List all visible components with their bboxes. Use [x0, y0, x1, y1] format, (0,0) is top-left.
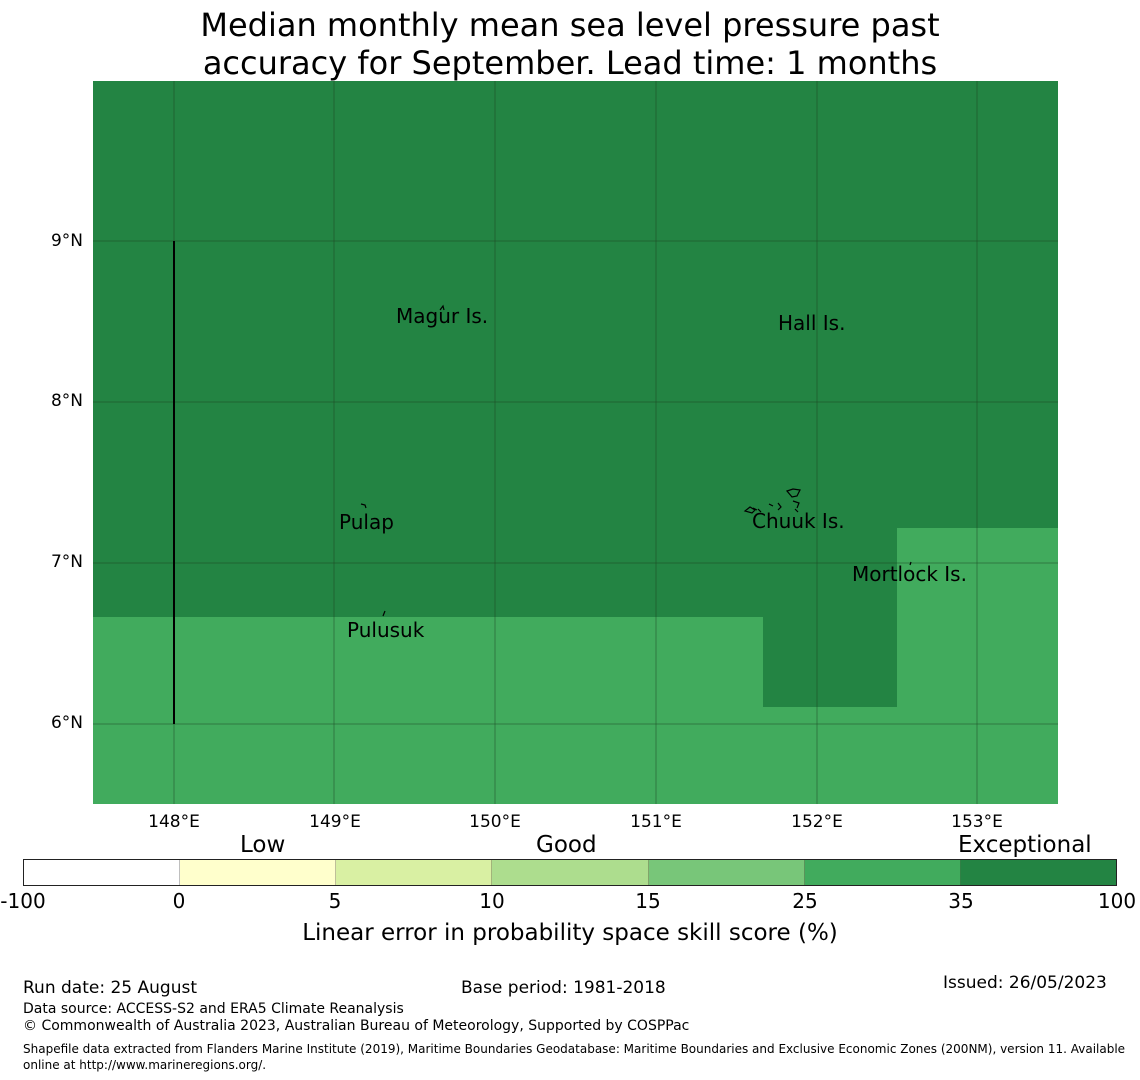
island-chuuk — [743, 488, 801, 514]
base-period: Base period: 1981-2018 — [461, 978, 666, 998]
colorbar-segment — [960, 860, 1116, 885]
colorbar-segment — [180, 860, 337, 885]
legend-category-good: Good — [536, 832, 597, 858]
legend-category-exceptional: Exceptional — [958, 832, 1092, 858]
region-high-east — [897, 528, 1058, 804]
legend-category-low: Low — [240, 832, 286, 858]
data-source: Data source: ACCESS-S2 and ERA5 Climate … — [23, 1001, 404, 1017]
lon-label-152e: 152°E — [791, 812, 843, 832]
title-line-2: accuracy for September. Lead time: 1 mon… — [202, 44, 938, 82]
colorbar-segment — [336, 860, 493, 885]
colorbar-tick: 100 — [1097, 889, 1137, 913]
colorbar — [23, 859, 1117, 886]
lon-label-150e: 150°E — [469, 812, 521, 832]
copyright: © Commonwealth of Australia 2023, Austra… — [23, 1018, 690, 1034]
lat-label-7n: 7°N — [50, 552, 83, 572]
place-label-magur: Magur Is. — [396, 304, 489, 328]
colorbar-tick: 5 — [328, 889, 342, 913]
island-magur — [439, 304, 445, 311]
map-area[interactable] — [93, 81, 1058, 804]
graticule — [93, 81, 1058, 804]
colorbar-tick: 0 — [172, 889, 186, 913]
colorbar-segment — [492, 860, 649, 885]
lon-label-149e: 149°E — [309, 812, 361, 832]
issued-date: Issued: 26/05/2023 — [943, 973, 1107, 993]
colorbar-label: Linear error in probability space skill … — [302, 920, 838, 946]
colorbar-tick: 35 — [948, 889, 974, 913]
colorbar-tick: 10 — [479, 889, 505, 913]
island-mortlock — [909, 561, 912, 566]
colorbar-tick: -100 — [0, 889, 46, 913]
shapefile-credit: Shapefile data extracted from Flanders M… — [23, 1042, 1126, 1072]
map-canvas — [93, 81, 1058, 804]
lon-label-148e: 148°E — [148, 812, 200, 832]
lon-label-151e: 151°E — [630, 812, 682, 832]
colorbar-segment — [648, 860, 805, 885]
run-date: Run date: 25 August — [23, 978, 197, 998]
colorbar-tick: 15 — [635, 889, 661, 913]
colorbar-tick: 25 — [792, 889, 818, 913]
place-label-pulap: Pulap — [339, 510, 394, 534]
place-label-hall: Hall Is. — [778, 311, 846, 335]
lon-label-153e: 153°E — [951, 812, 1003, 832]
title-line-1: Median monthly mean sea level pressure p… — [200, 6, 940, 44]
lat-label-9n: 9°N — [50, 231, 83, 251]
lat-label-6n: 6°N — [50, 713, 83, 733]
island-pulap — [360, 503, 367, 509]
region-high-south — [763, 707, 897, 804]
place-label-chuuk: Chuuk Is. — [752, 509, 845, 533]
place-label-pulusuk: Pulusuk — [347, 618, 425, 642]
colorbar-segment — [24, 860, 181, 885]
lat-label-8n: 8°N — [50, 391, 83, 411]
island-outlines — [360, 304, 912, 617]
chart-title: Median monthly mean sea level pressure p… — [0, 6, 1140, 82]
colorbar-segment — [804, 860, 961, 885]
place-label-mortlock: Mortlock Is. — [852, 562, 967, 586]
island-pulusuk — [382, 610, 386, 617]
region-high-southwest — [93, 617, 763, 804]
